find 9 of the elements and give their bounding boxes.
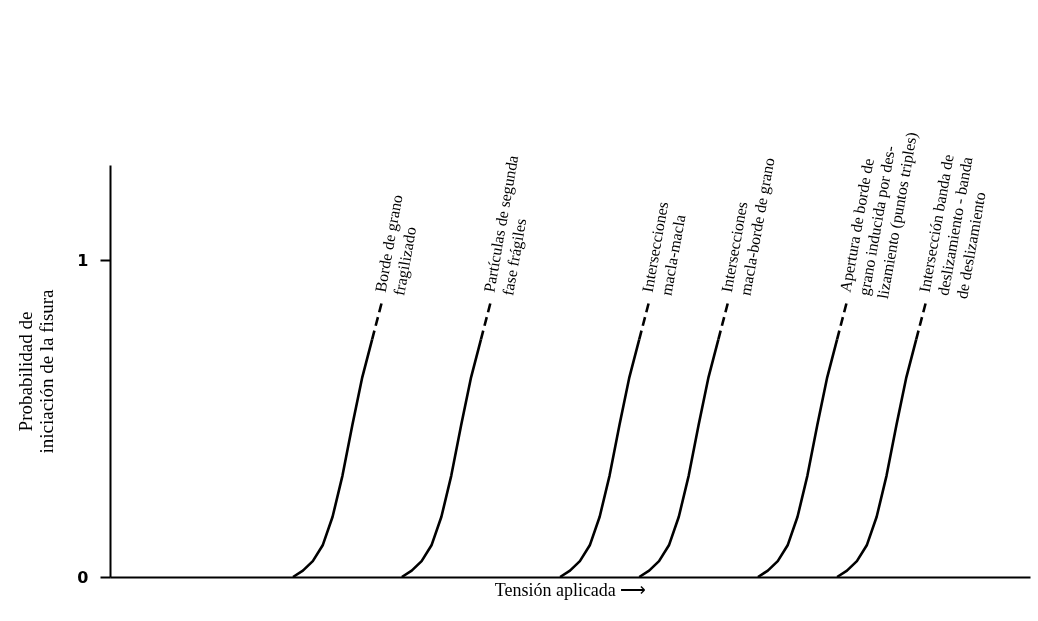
y-tick-label: 1 xyxy=(77,250,89,270)
y-tick-label: 0 xyxy=(77,567,89,587)
text: Partículas de segunda fase frágiles xyxy=(480,153,531,297)
text: Intersecciones macla-macla xyxy=(638,200,689,297)
y-axis-title: Probabilidad de iniciación de la fisura xyxy=(15,288,58,454)
text: Borde de grano fragilizado xyxy=(371,193,421,297)
x-axis-title: Tensión aplicada ⟶ xyxy=(494,579,647,600)
text: Intersecciones macla-borde de grano xyxy=(717,156,779,297)
text: Intersección banda de deslizamiento - banda de deslizamiento xyxy=(915,153,989,301)
